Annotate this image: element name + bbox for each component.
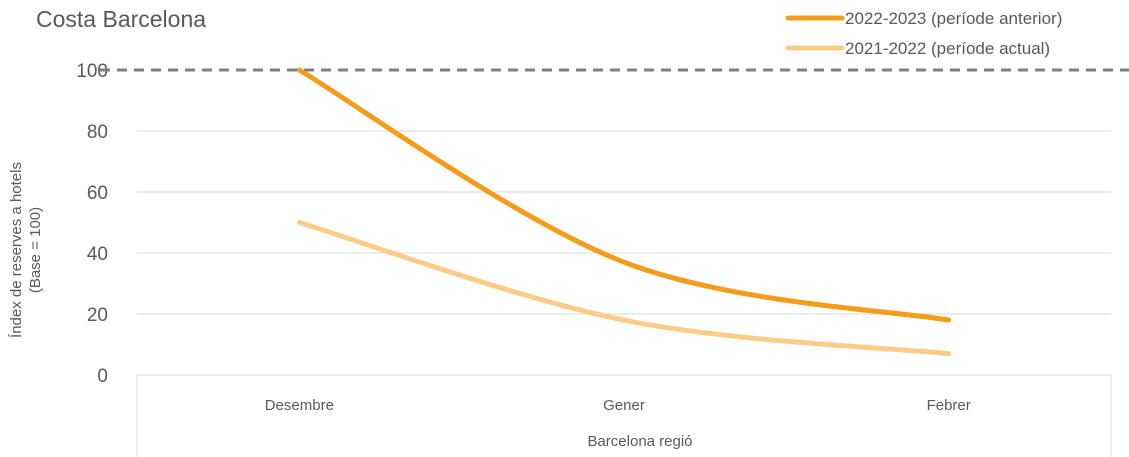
y-tick-label: 80	[87, 122, 108, 143]
x-tick-label: Desembre	[265, 397, 334, 414]
y-axis-label: Índex de reserves a hotels (Base = 100)	[8, 162, 44, 338]
series-line-0	[299, 70, 948, 320]
x-axis-label: Barcelona regió	[587, 433, 692, 450]
legend-label-0: 2022-2023 (període anterior)	[845, 9, 1062, 28]
x-tick-label: Gener	[603, 397, 645, 414]
legend-label-1: 2021-2022 (període actual)	[845, 39, 1050, 58]
x-axis-ticks: Desembre Gener Febrer	[265, 397, 971, 414]
series-line-1	[299, 223, 948, 354]
y-axis-label-line-1: Índex de reserves a hotels	[8, 162, 25, 338]
x-tick-label: Febrer	[927, 397, 971, 414]
y-tick-label: 20	[87, 305, 108, 326]
gridlines	[137, 131, 1111, 314]
series-lines	[299, 70, 948, 354]
y-tick-label: 40	[87, 244, 108, 265]
legend: 2022-2023 (període anterior) 2021-2022 (p…	[788, 9, 1062, 58]
y-tick-label: 60	[87, 183, 108, 204]
y-tick-label: 0	[97, 366, 108, 387]
y-axis-label-line-2: (Base = 100)	[27, 207, 44, 293]
chart-title: Costa Barcelona	[36, 6, 206, 32]
